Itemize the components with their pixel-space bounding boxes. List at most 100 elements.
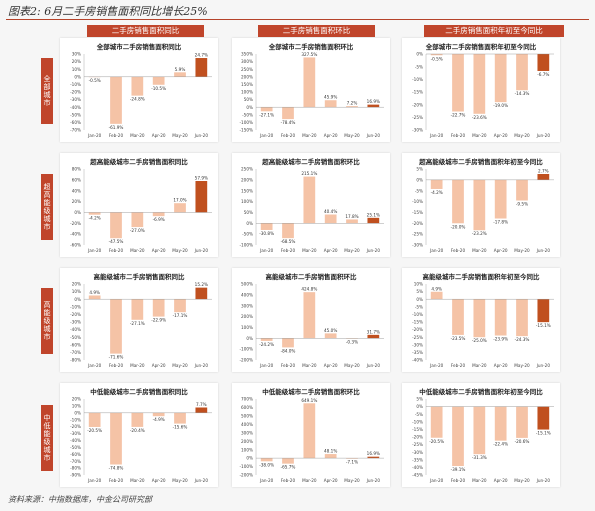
y-tick-label: -200% [240,358,254,363]
bar [260,223,273,230]
x-tick-label: May-20 [172,248,188,253]
y-tick-label: 500% [241,413,253,418]
bar [131,212,144,228]
y-tick-label: -10% [70,304,81,309]
y-tick-label: 0% [416,52,423,57]
chart-title: 全部城市二手房销售面积同比 [96,43,182,51]
y-tick-label: -40% [70,105,81,110]
y-tick-label: -10% [412,419,423,424]
y-tick-label: 10% [72,404,81,409]
data-label: -22.7% [451,113,466,118]
x-tick-label: Apr-20 [152,248,166,253]
bar [110,299,122,354]
x-tick-label: Feb-20 [109,133,124,138]
data-label: -84.0% [281,348,296,353]
y-tick-label: -30% [70,320,81,325]
y-tick-label: -80% [70,466,81,471]
data-label: 16.9% [367,451,380,456]
data-label: -25.0% [472,338,487,343]
chart-title: 超高能级城市二手房销售面积年初至今同比 [419,158,543,166]
bar [452,54,464,112]
x-tick-label: Mar-20 [130,363,145,368]
data-label: -74.8% [109,465,124,470]
data-label: 57.9% [195,175,208,180]
y-tick-label: 60% [72,177,81,182]
y-tick-label: 300% [241,59,253,64]
y-tick-label: -15% [412,427,423,432]
y-tick-label: -30% [412,342,423,347]
y-tick-label: -50% [242,112,253,117]
y-tick-label: 0% [416,177,423,182]
data-label: -4.9% [153,417,165,422]
bar [494,406,507,441]
bar-chart: 500% 400% 300% 200% 100% 0% -100% -200% -24.2% Ja… [240,282,384,368]
y-tick-label: 500% [241,282,253,287]
x-tick-label: Jun-20 [366,363,381,368]
x-tick-label: Jan-20 [87,248,102,253]
y-tick-label: -20% [412,435,423,440]
bar [537,54,550,71]
x-tick-label: Apr-20 [494,478,508,483]
row-label-all: 全部城市 [41,58,53,124]
bar [282,223,294,239]
x-tick-label: Jun-20 [536,478,551,483]
chart-title: 超高能级城市二手房销售面积同比 [90,158,188,166]
y-tick-label: -20% [412,102,423,107]
y-tick-label: -40% [412,465,423,470]
y-tick-label: 300% [241,430,253,435]
data-label: -7.1% [346,460,358,465]
y-tick-label: 200% [241,314,253,319]
data-label: 7.2% [347,101,358,106]
data-label: -20.0% [451,224,466,229]
data-label: 31.7% [367,329,380,334]
x-tick-label: May-20 [514,478,530,483]
y-tick-label: -30% [412,450,423,455]
bar [430,54,443,56]
bar [260,338,273,341]
data-label: -39.1% [451,467,466,472]
y-tick-label: -70% [70,459,81,464]
x-tick-label: Jun-20 [536,133,551,138]
y-tick-label: -20% [70,90,81,95]
bar [367,217,380,224]
y-tick-label: -20% [70,221,81,226]
bar [367,334,380,339]
data-label: 7.7% [196,402,207,407]
x-tick-label: May-20 [514,363,530,368]
y-tick-label: 20% [72,282,81,287]
chart-panel: 中低能级城市二手房销售面积环比 700% 600% 500% 400% 300% 200% 1… [232,383,390,487]
data-label: -23.6% [472,115,487,120]
y-tick-label: 5% [416,167,423,172]
bar [282,458,294,464]
data-label: -61.9% [109,125,124,130]
bar [303,292,316,339]
y-tick-label: -70% [70,350,81,355]
y-tick-label: -30% [70,431,81,436]
column-header-yoy: 二手房销售面积同比 [87,25,204,37]
data-label: 15.2% [195,282,208,287]
data-label: -78.4% [281,120,296,125]
y-tick-label: -25% [412,232,423,237]
data-label: -4.2% [89,216,101,221]
data-label: 48.1% [324,449,337,454]
bar [473,179,486,231]
data-label: -19.0% [493,103,508,108]
y-tick-label: -80% [70,358,81,363]
chart-panel: 全部城市二手房销售面积环比 350% 300% 250% 200% 150% 100% 50%… [232,38,390,142]
x-tick-label: May-20 [172,478,188,483]
y-tick-label: -20% [412,327,423,332]
x-tick-label: Jun-20 [366,133,381,138]
x-tick-label: Jan-20 [87,478,102,483]
data-label: -31.3% [472,455,487,460]
y-tick-label: 10% [72,289,81,294]
y-tick-label: -15% [412,210,423,215]
y-tick-label: 250% [241,167,253,172]
y-tick-label: 100% [241,199,253,204]
data-label: -20.5% [87,428,102,433]
data-label: -15.6% [173,425,188,430]
x-tick-label: Mar-20 [130,133,145,138]
bar-chart: 10% 5% 0% -5% -10% -15% -20% -25% -30% -35% -40% 4.… [412,282,554,368]
bar [260,458,273,462]
chart-panel: 全部城市二手房销售面积年初至今同比 0% -5% -10% -15% -20% -25% -3… [402,38,560,142]
y-tick-label: 300% [241,303,253,308]
